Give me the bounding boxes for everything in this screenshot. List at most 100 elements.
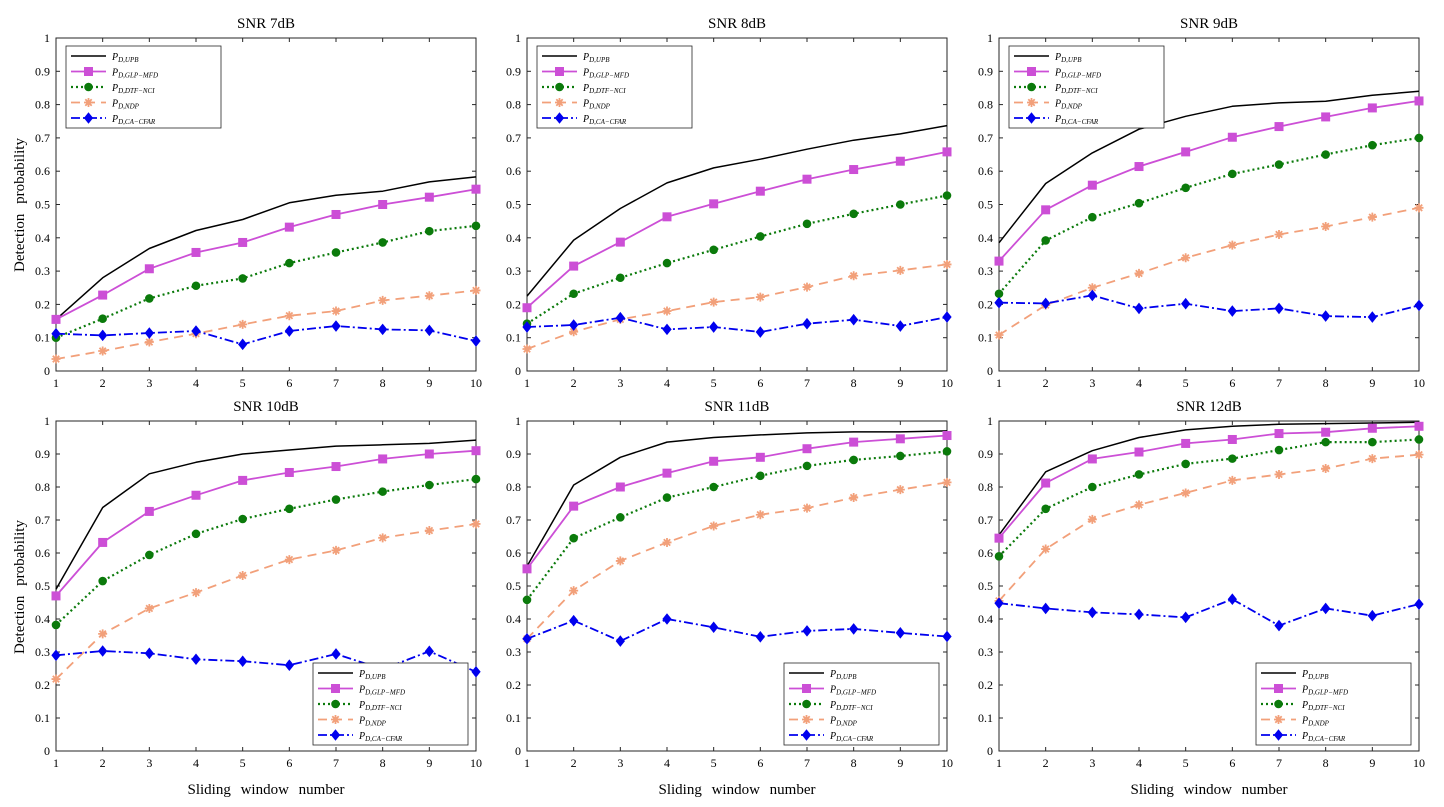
x-tick-label: 6 <box>1229 756 1235 770</box>
x-tick-label: 4 <box>664 376 670 390</box>
data-point <box>1041 297 1051 310</box>
data-point <box>1228 169 1237 179</box>
y-tick-label: 0.7 <box>35 513 50 527</box>
data-point <box>756 232 765 241</box>
legend-marker <box>555 82 564 92</box>
data-point <box>1087 289 1097 302</box>
data-point <box>1274 229 1284 239</box>
data-point <box>424 291 434 301</box>
y-tick-label: 0.9 <box>506 447 521 461</box>
x-tick-label: 2 <box>1043 376 1049 390</box>
data-point <box>1134 302 1144 315</box>
data-point <box>615 635 625 647</box>
series-3 <box>51 474 481 630</box>
data-point <box>98 329 108 342</box>
x-tick-label: 1 <box>996 756 1002 770</box>
data-point <box>994 533 1004 543</box>
data-point <box>284 222 294 232</box>
x-tick-label: 4 <box>1136 376 1142 390</box>
data-point <box>942 477 952 487</box>
legend-label: PD,GLP−MFD <box>111 68 158 80</box>
data-point <box>662 212 672 222</box>
data-point <box>145 550 154 560</box>
x-tick-label: 10 <box>470 756 482 770</box>
data-point <box>1414 203 1424 213</box>
y-tick-label: 0.5 <box>978 198 993 212</box>
data-point <box>378 295 388 305</box>
x-tick-label: 10 <box>941 376 953 390</box>
x-tick-label: 1 <box>524 376 530 390</box>
x-tick-label: 4 <box>193 756 199 770</box>
x-tick-label: 8 <box>380 756 386 770</box>
legend-marker <box>555 67 564 76</box>
y-tick-label: 0.2 <box>978 297 993 311</box>
data-point <box>1181 488 1191 498</box>
x-tick-label: 5 <box>240 756 246 770</box>
data-point <box>755 510 765 520</box>
data-point <box>424 645 434 658</box>
data-point <box>1134 500 1144 510</box>
x-tick-label: 1 <box>524 756 530 770</box>
series-1 <box>998 90 1420 244</box>
data-point <box>98 346 108 356</box>
data-point <box>662 306 672 316</box>
data-point <box>1041 602 1051 615</box>
data-point <box>425 480 434 490</box>
data-point <box>522 595 532 605</box>
data-point <box>1321 437 1330 447</box>
series-5 <box>994 289 1424 323</box>
legend-label: PD,UPB <box>829 669 857 681</box>
y-tick-label: 1 <box>987 31 993 45</box>
y-tick-label: 0.3 <box>978 264 993 278</box>
legend-marker <box>1027 82 1036 92</box>
y-tick-label: 1 <box>44 414 50 428</box>
data-point <box>615 311 625 324</box>
data-point <box>1414 598 1424 610</box>
data-point <box>942 431 952 441</box>
data-point <box>569 586 579 596</box>
data-point <box>569 319 579 331</box>
data-point <box>1087 606 1097 619</box>
data-point <box>662 613 672 625</box>
series-3 <box>994 133 1424 299</box>
data-point <box>98 629 108 639</box>
data-point <box>284 467 294 477</box>
x-tick-label: 5 <box>1183 756 1189 770</box>
y-tick-label: 0.8 <box>978 98 993 112</box>
legend-marker <box>1274 715 1283 724</box>
data-point <box>238 475 248 485</box>
data-point <box>849 209 858 219</box>
series-3 <box>522 191 952 329</box>
data-point <box>331 462 341 472</box>
data-point <box>1087 454 1097 464</box>
data-point <box>471 285 481 295</box>
data-point <box>709 456 719 466</box>
y-tick-label: 0.5 <box>978 579 993 593</box>
x-tick-label: 7 <box>804 756 810 770</box>
legend-label: PD,CA−CFAR <box>358 731 403 743</box>
legend-label: PD,CA−CFAR <box>1301 731 1346 743</box>
data-point <box>849 271 859 281</box>
data-point <box>284 311 294 321</box>
data-point <box>424 526 434 536</box>
data-point <box>424 192 434 202</box>
data-point <box>144 603 154 613</box>
series-1 <box>526 124 948 297</box>
legend: PD,UPB PD,GLP−MFD PD,DTF−NCI PD,NDP PD,CA−CF… <box>536 45 693 129</box>
x-tick-label: 8 <box>1323 376 1329 390</box>
legend-marker <box>1273 729 1284 741</box>
y-tick-label: 0.9 <box>978 64 993 78</box>
data-point <box>1181 183 1190 193</box>
data-point <box>895 627 905 639</box>
data-point <box>994 256 1004 266</box>
data-point <box>378 533 388 543</box>
x-tick-label: 10 <box>470 376 482 390</box>
data-point <box>1041 478 1051 488</box>
series-line <box>998 100 1420 262</box>
data-point <box>522 632 532 645</box>
data-point <box>755 186 765 196</box>
data-point <box>98 314 107 324</box>
series-3 <box>51 221 481 343</box>
data-point <box>98 645 108 657</box>
